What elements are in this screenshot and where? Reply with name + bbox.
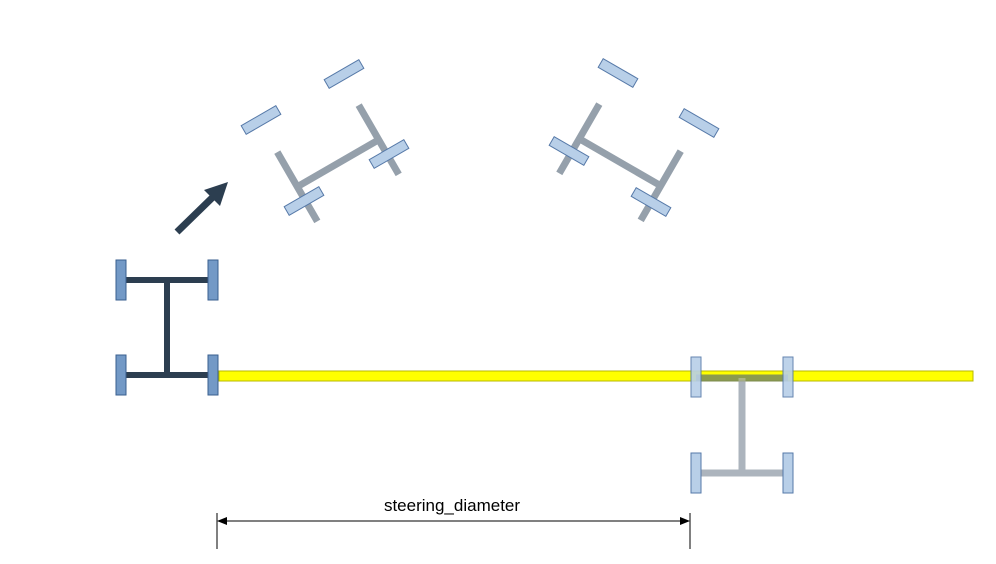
robot-current-wheel-rear-right — [207, 354, 219, 396]
wheel-ghost — [283, 185, 325, 217]
robot-current-wheel-front-right — [207, 259, 219, 301]
wheel-ghost — [630, 186, 672, 218]
robot-ghost-upper-left-wheels — [240, 58, 410, 217]
wheel-ghost — [690, 452, 702, 494]
robot-ghost-upper-right-wheels — [548, 57, 720, 218]
arrow-icon — [174, 182, 228, 235]
wheel-ghost — [368, 138, 410, 170]
robot-ghost-upper-right — [556, 102, 684, 223]
wheel-ghost — [240, 104, 282, 136]
dimension-steering-diameter: steering_diameter — [216, 496, 691, 549]
wheel-ghost — [548, 135, 590, 167]
robot-current-wheel-rear-left — [115, 354, 127, 396]
wheel-ghost — [597, 57, 639, 89]
wheel-ghost — [690, 356, 702, 398]
wheel-ghost — [782, 452, 794, 494]
wheel-ghost — [782, 356, 794, 398]
robot-ghost-lower-right-wheels — [690, 356, 794, 494]
robot-current-wheel-front-left — [115, 259, 127, 301]
wheel-ghost — [678, 107, 720, 139]
robot-ghost-upper-left — [274, 103, 402, 224]
robot-current — [115, 259, 219, 396]
robot-ghost-lower-right — [696, 374, 788, 477]
dimension-label: steering_diameter — [384, 496, 520, 515]
path-strip — [218, 370, 974, 382]
wheel-ghost — [323, 58, 365, 90]
